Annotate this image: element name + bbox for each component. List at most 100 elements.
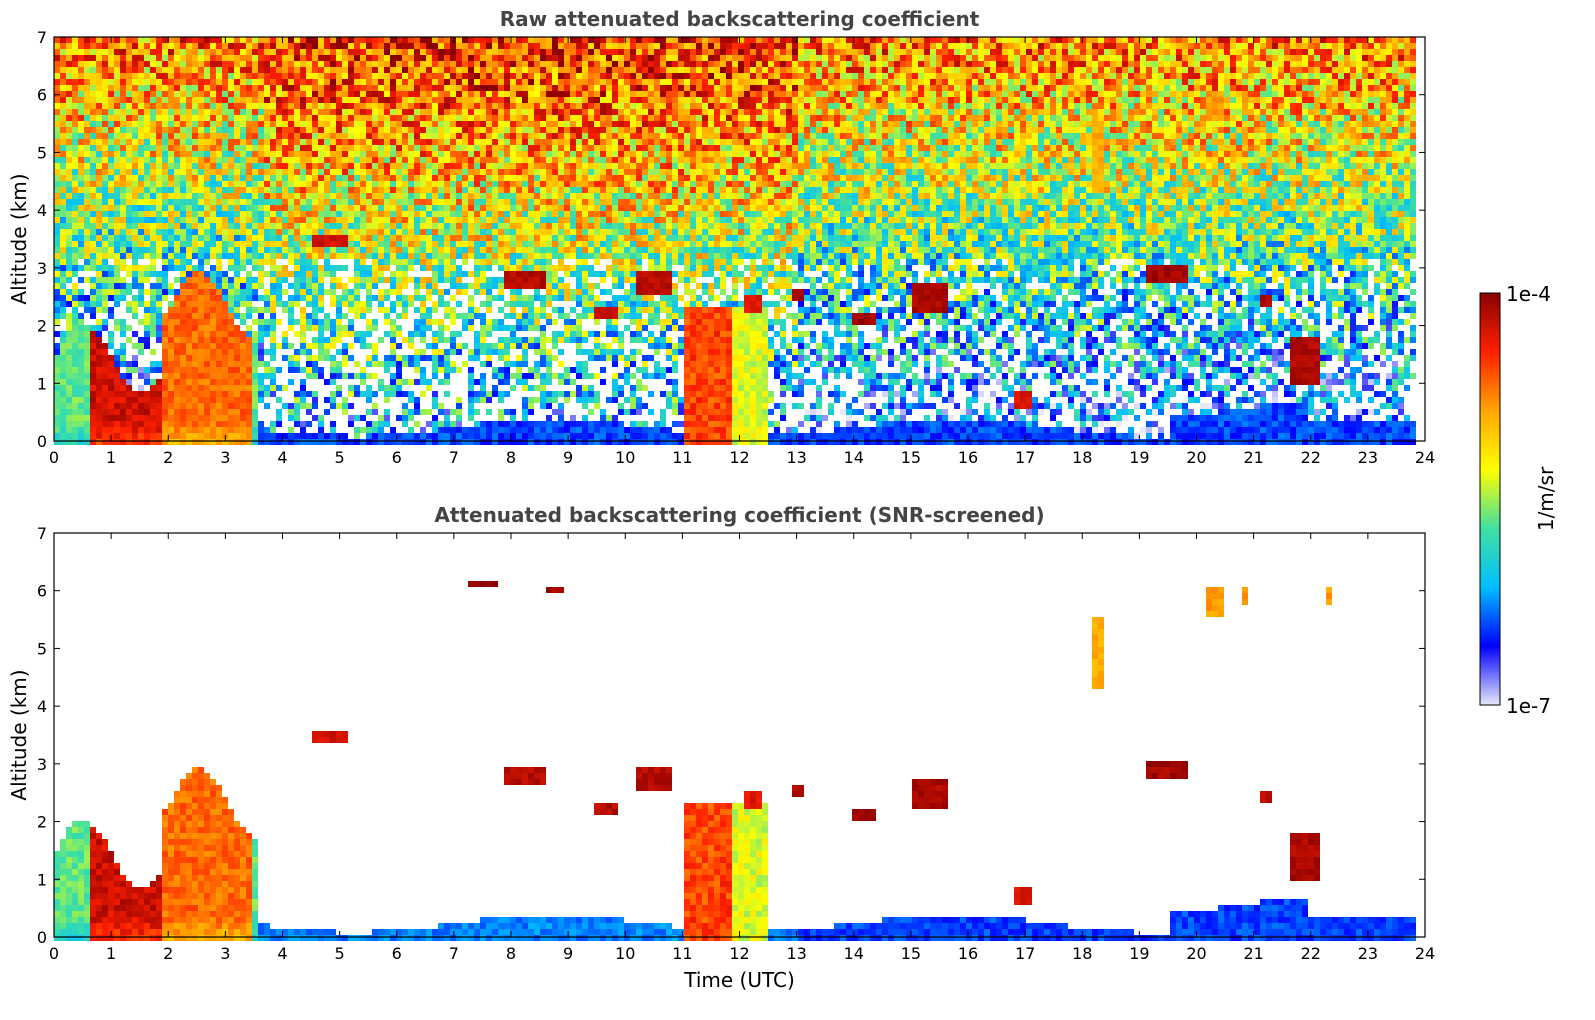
heatmap-cell bbox=[204, 115, 210, 121]
heatmap-cell bbox=[108, 169, 114, 175]
heatmap-cell bbox=[306, 115, 312, 121]
heatmap-cell bbox=[72, 139, 78, 145]
heatmap-cell bbox=[330, 139, 336, 145]
heatmap-cell bbox=[228, 67, 234, 73]
heatmap-cell bbox=[492, 91, 498, 97]
heatmap-cell bbox=[468, 199, 474, 205]
heatmap-cell bbox=[288, 403, 294, 409]
heatmap-cell bbox=[360, 343, 366, 349]
heatmap-cell bbox=[336, 247, 342, 253]
heatmap-cell bbox=[312, 133, 318, 139]
heatmap-cell bbox=[234, 121, 240, 127]
heatmap-cell bbox=[396, 301, 402, 307]
heatmap-cell bbox=[90, 103, 96, 109]
heatmap-cell bbox=[186, 163, 192, 169]
heatmap-cell bbox=[234, 175, 240, 181]
heatmap-cell bbox=[264, 121, 270, 127]
heatmap-cell bbox=[114, 271, 120, 277]
heatmap-cell bbox=[438, 163, 444, 169]
heatmap-cell bbox=[186, 121, 192, 127]
heatmap-cell bbox=[414, 151, 420, 157]
heatmap-cell bbox=[528, 253, 534, 259]
heatmap-cell bbox=[378, 271, 384, 277]
heatmap-cell bbox=[288, 271, 294, 277]
heatmap-cell bbox=[402, 145, 408, 151]
heatmap-cell bbox=[54, 403, 60, 409]
heatmap-cell bbox=[468, 139, 474, 145]
heatmap-cell bbox=[480, 391, 486, 397]
heatmap-cell bbox=[306, 433, 312, 439]
heatmap-cell bbox=[444, 277, 450, 283]
heatmap-cell bbox=[384, 73, 390, 79]
heatmap-cell bbox=[150, 307, 156, 313]
heatmap-cell bbox=[186, 127, 192, 133]
heatmap-cell bbox=[150, 67, 156, 73]
heatmap-cell bbox=[186, 193, 192, 199]
heatmap-cell bbox=[444, 205, 450, 211]
heatmap-cell bbox=[54, 151, 60, 157]
heatmap-cell bbox=[156, 193, 162, 199]
heatmap-cell bbox=[288, 97, 294, 103]
heatmap-cell bbox=[348, 385, 354, 391]
heatmap-cell bbox=[144, 271, 150, 277]
heatmap-cell bbox=[504, 421, 510, 427]
heatmap-cell bbox=[456, 253, 462, 259]
heatmap-cell bbox=[528, 85, 534, 91]
heatmap-cell bbox=[312, 283, 318, 289]
heatmap-cell bbox=[120, 331, 126, 337]
heatmap-cell bbox=[300, 391, 306, 397]
heatmap-cell bbox=[372, 409, 378, 415]
heatmap-cell bbox=[360, 337, 366, 343]
heatmap-cell bbox=[312, 253, 318, 259]
heatmap-cell bbox=[288, 145, 294, 151]
heatmap-cell bbox=[318, 61, 324, 67]
heatmap-cell bbox=[108, 343, 114, 349]
heatmap-cell bbox=[162, 121, 168, 127]
heatmap-cell bbox=[258, 163, 264, 169]
heatmap-cell bbox=[486, 145, 492, 151]
heatmap-cell bbox=[300, 157, 306, 163]
heatmap-cell bbox=[96, 415, 102, 421]
heatmap-cell bbox=[492, 439, 498, 445]
heatmap-cell bbox=[288, 301, 294, 307]
heatmap-cell bbox=[438, 127, 444, 133]
heatmap-cell bbox=[186, 301, 192, 307]
heatmap-cell bbox=[522, 199, 528, 205]
heatmap-cell bbox=[402, 97, 408, 103]
heatmap-cell bbox=[120, 67, 126, 73]
heatmap-cell bbox=[78, 325, 84, 331]
heatmap-cell bbox=[300, 193, 306, 199]
heatmap-cell bbox=[390, 289, 396, 295]
heatmap-cell bbox=[444, 301, 450, 307]
heatmap-cell bbox=[108, 115, 114, 121]
heatmap-cell bbox=[486, 199, 492, 205]
heatmap-cell bbox=[246, 37, 252, 43]
heatmap-cell bbox=[306, 421, 312, 427]
heatmap-cell bbox=[354, 181, 360, 187]
heatmap-cell bbox=[270, 439, 276, 445]
heatmap-cell bbox=[504, 235, 510, 241]
heatmap-cell bbox=[54, 397, 60, 403]
heatmap-cell bbox=[132, 391, 138, 397]
heatmap-cell bbox=[282, 355, 288, 361]
heatmap-cell bbox=[474, 181, 480, 187]
heatmap-cell bbox=[534, 337, 540, 343]
heatmap-cell bbox=[474, 67, 480, 73]
heatmap-cell bbox=[168, 79, 174, 85]
heatmap-cell bbox=[396, 241, 402, 247]
heatmap-cell bbox=[396, 373, 402, 379]
heatmap-cell bbox=[186, 367, 192, 373]
heatmap-cell bbox=[480, 319, 486, 325]
heatmap-cell bbox=[498, 319, 504, 325]
heatmap-cell bbox=[120, 265, 126, 271]
heatmap-cell bbox=[342, 109, 348, 115]
heatmap-cell bbox=[264, 139, 270, 145]
heatmap-cell bbox=[378, 49, 384, 55]
heatmap-cell bbox=[300, 349, 306, 355]
heatmap-cell bbox=[504, 199, 510, 205]
heatmap-cell bbox=[150, 415, 156, 421]
heatmap-cell bbox=[108, 247, 114, 253]
heatmap-cell bbox=[114, 289, 120, 295]
heatmap-cell bbox=[120, 403, 126, 409]
heatmap-cell bbox=[264, 307, 270, 313]
